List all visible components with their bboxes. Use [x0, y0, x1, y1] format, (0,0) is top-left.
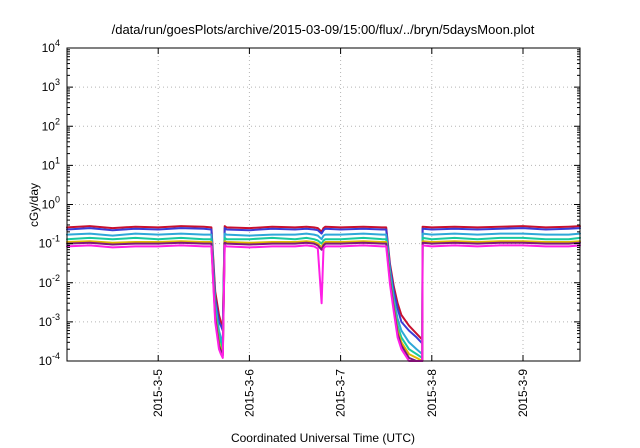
y-tick-label: 103 [42, 77, 60, 94]
grid-layer [67, 48, 580, 361]
y-tick-label: 104 [42, 38, 60, 55]
y-tick-label: 10-4 [39, 351, 60, 368]
y-tick-label: 10-2 [39, 273, 60, 290]
y-tick-label: 101 [42, 155, 60, 172]
x-tick-label: 2015-3-8 [425, 369, 439, 417]
x-tick-label: 2015-3-9 [516, 369, 530, 417]
plot-frame [66, 47, 581, 362]
series-layer [66, 225, 581, 362]
chart-title: /data/run/goesPlots/archive/2015-03-09/1… [112, 22, 535, 37]
x-tick-label: 2015-3-6 [242, 369, 256, 417]
x-tick-label: 2015-3-7 [334, 369, 348, 417]
x-tick-label: 2015-3-5 [151, 369, 165, 417]
y-tick-label: 100 [42, 195, 60, 212]
y-tick-label: 102 [42, 116, 60, 133]
x-axis-label: Coordinated Universal Time (UTC) [231, 431, 415, 445]
y-tick-label: 10-1 [39, 234, 60, 251]
y-tick-label: 10-3 [39, 312, 60, 329]
y-axis-label: cGy/day [27, 183, 41, 227]
series-line-7 [66, 244, 581, 362]
tick-layer: 10-4 10-3 10-2 10-1 100 101 102 103 104 2015-3-5 2… [39, 38, 580, 417]
